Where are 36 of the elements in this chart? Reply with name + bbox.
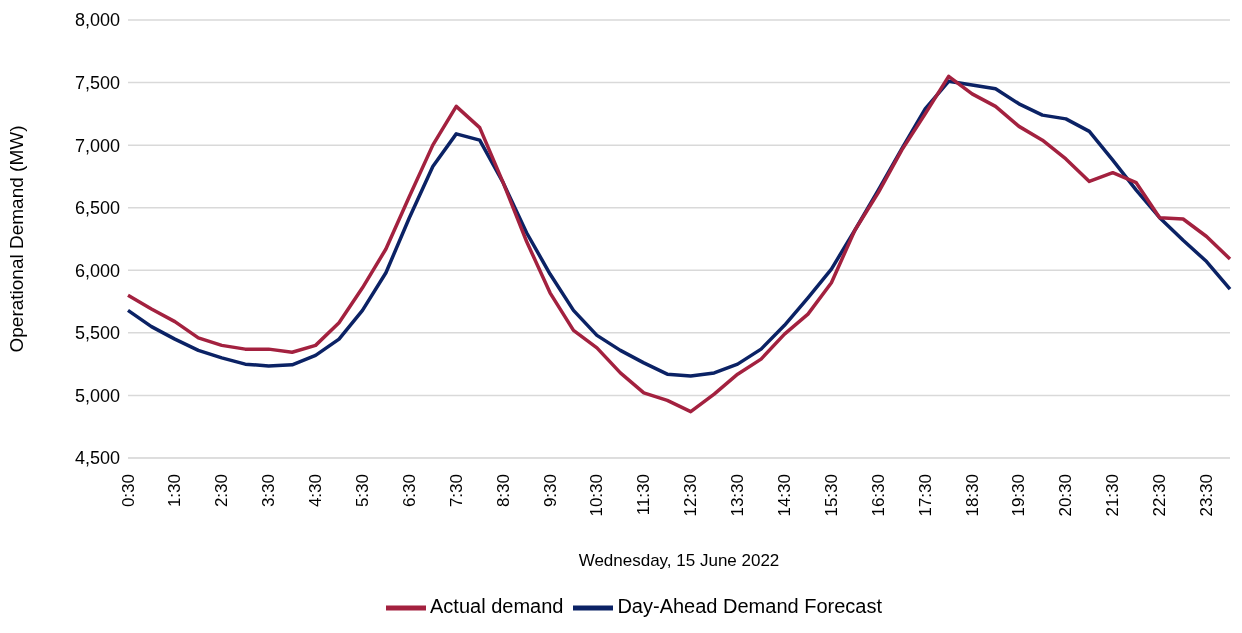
y-tick-label: 6,000: [74, 260, 120, 281]
x-tick-label: 19:30: [1009, 474, 1029, 517]
legend-label: Day-Ahead Demand Forecast: [617, 595, 882, 618]
x-tick-label: 11:30: [634, 474, 654, 516]
x-tick-label: 8:30: [493, 474, 513, 508]
y-tick-label: 4,500: [74, 448, 120, 469]
x-axis-title: Wednesday, 15 June 2022: [578, 551, 780, 570]
y-tick-label: 6,500: [74, 198, 120, 219]
y-tick-label: 8,000: [74, 10, 120, 31]
x-tick-label: 14:30: [775, 474, 795, 517]
x-tick-label: 10:30: [587, 474, 607, 517]
x-tick-label: 17:30: [915, 474, 935, 517]
x-tick-label: 16:30: [868, 474, 888, 517]
legend-label: Actual demand: [430, 595, 564, 618]
x-tick-label: 3:30: [259, 474, 279, 508]
x-tick-label: 6:30: [399, 474, 419, 508]
x-tick-label: 7:30: [446, 474, 466, 508]
x-tick-label: 2:30: [212, 474, 232, 508]
x-tick-label: 4:30: [306, 474, 326, 508]
x-tick-label: 22:30: [1150, 474, 1170, 517]
x-tick-label: 1:30: [165, 474, 185, 508]
x-tick-label: 5:30: [352, 474, 372, 508]
y-tick-label: 7,000: [74, 135, 120, 156]
x-tick-label: 9:30: [540, 474, 560, 508]
y-tick-label: 7,500: [74, 72, 120, 93]
y-tick-label: 5,000: [74, 385, 120, 406]
x-tick-label: 23:30: [1197, 474, 1217, 517]
x-tick-label: 21:30: [1103, 474, 1123, 517]
x-tick-label: 20:30: [1056, 474, 1076, 517]
x-tick-label: 15:30: [821, 474, 841, 517]
x-tick-label: 13:30: [728, 474, 748, 517]
y-axis-title: Operational Demand (MW): [5, 125, 27, 353]
x-tick-label: 0:30: [118, 474, 138, 508]
x-tick-label: 12:30: [681, 474, 701, 517]
x-tick-label: 18:30: [962, 474, 982, 517]
y-tick-label: 5,500: [74, 323, 120, 344]
